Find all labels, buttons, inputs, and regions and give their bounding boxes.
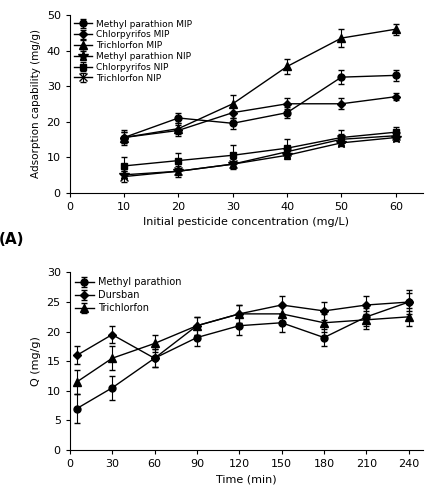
Y-axis label: Adsorption capability (mg/g): Adsorption capability (mg/g) (31, 30, 41, 178)
Text: (A): (A) (0, 232, 24, 246)
X-axis label: Initial pesticide concentration (mg/L): Initial pesticide concentration (mg/L) (143, 217, 349, 227)
Legend: Methyl parathion MIP, Chlorpyrifos MIP, Trichlorfon MIP, Methyl parathion NIP, C: Methyl parathion MIP, Chlorpyrifos MIP, … (72, 18, 194, 84)
Legend: Methyl parathion, Dursban, Trichlorfon: Methyl parathion, Dursban, Trichlorfon (73, 276, 184, 315)
Y-axis label: Q (mg/g): Q (mg/g) (31, 336, 41, 386)
X-axis label: Time (min): Time (min) (216, 474, 277, 484)
